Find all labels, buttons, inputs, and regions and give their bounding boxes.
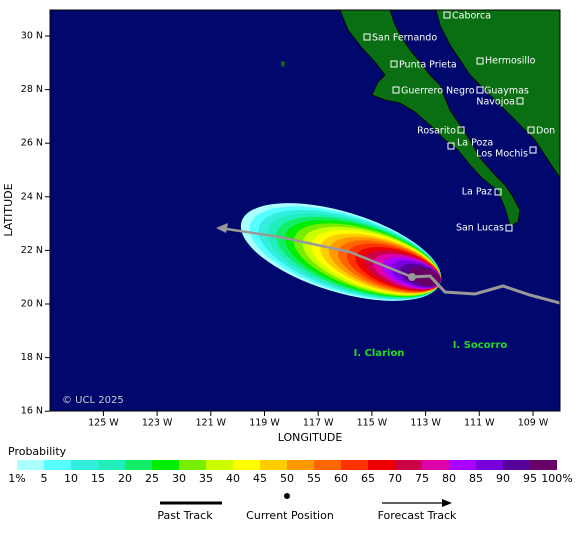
place-label: Guaymas [484,86,529,97]
legend-swatch [206,460,233,470]
lon-tick-label: 123 W [142,418,173,429]
legend-label: 70 [388,472,402,485]
legend-label: 60 [334,472,348,485]
legend-label: 55 [307,472,321,485]
legend-swatch [125,460,152,470]
legend-swatch [530,460,557,470]
legend-swatch [341,460,368,470]
legend-label: 5 [41,472,48,485]
lat-tick-label: 20 N [21,299,43,310]
island-label: I. Socorro [453,340,508,351]
legend-label: 40 [226,472,240,485]
legend-swatch [287,460,314,470]
lat-tick-label: 22 N [21,245,43,256]
legend-swatch [98,460,125,470]
places: Caborca San Fernando Punta Prieta Hermos… [62,11,555,407]
legend-swatch [179,460,206,470]
lon-tick-label: 111 W [464,418,495,429]
legend-swatch [476,460,503,470]
place-label: Navojoa [476,97,515,108]
legend-label: 1% [8,472,25,485]
lon-tick-label: 113 W [410,418,441,429]
lon-tick-label: 119 W [249,418,280,429]
lat-tick-label: 18 N [21,352,43,363]
legend-label: 35 [199,472,213,485]
place-label: San Lucas [456,223,504,234]
legend-label: 95 [523,472,537,485]
lon-tick-label: 125 W [88,418,119,429]
legend-swatch [152,460,179,470]
legend-label: 10 [64,472,78,485]
track-legend: Past Track Current Position Forecast Tra… [157,493,457,522]
legend-swatch [503,460,530,470]
legend-label: 25 [145,472,159,485]
place-label: Don [536,126,555,137]
map-frame [49,9,561,412]
lon-tick-label: 117 W [303,418,334,429]
legend-label: 100% [541,472,572,485]
legend-label: Current Position [246,509,334,522]
legend-label: 85 [469,472,483,485]
legend-swatch [314,460,341,470]
legend-swatch [71,460,98,470]
lat-tick-label: 26 N [21,138,43,149]
place-label: Caborca [452,11,491,22]
island-label: I. Clarion [354,348,405,359]
legend-swatch [44,460,71,470]
legend-swatch [17,460,44,470]
legend-swatch [422,460,449,470]
legend-label: 15 [91,472,105,485]
place-label: La Paz [462,187,492,198]
place-label: Punta Prieta [399,60,457,71]
place-label: Rosarito [417,126,456,137]
place-label: La Poza [457,138,493,149]
legend-swatch [395,460,422,470]
place-label: San Fernando [372,33,437,44]
lat-tick-label: 28 N [21,84,43,95]
legend-title: Probability [8,445,67,458]
legend-swatch [368,460,395,470]
legend-swatch [233,460,260,470]
legend-label: Past Track [157,509,213,522]
legend-label: 65 [361,472,375,485]
legend-swatch [260,460,287,470]
place-label: Los Mochis [476,149,528,160]
lon-tick-label: 115 W [357,418,388,429]
lon-tick-label: 121 W [196,418,227,429]
legend-label: 75 [415,472,429,485]
legend-label: 45 [253,472,267,485]
lon-tick-label: 109 W [518,418,549,429]
lat-tick-label: 16 N [21,406,43,417]
legend-swatch [449,460,476,470]
copyright: © UCL 2025 [62,395,124,406]
legend-label: Forecast Track [378,509,457,522]
lat-tick-label: 30 N [21,31,43,42]
x-axis-title: LONGITUDE [278,431,343,444]
legend-label: 20 [118,472,132,485]
y-axis-title: LATITUDE [2,183,15,236]
lat-tick-label: 24 N [21,191,43,202]
legend-label: 30 [172,472,186,485]
tracks [216,223,560,305]
legend-label: 90 [496,472,510,485]
place-label: Hermosillo [485,56,536,67]
place-label: Guerrero Negro [401,86,475,97]
land [281,10,560,227]
legend-label: 80 [442,472,456,485]
legend-label: 50 [280,472,294,485]
